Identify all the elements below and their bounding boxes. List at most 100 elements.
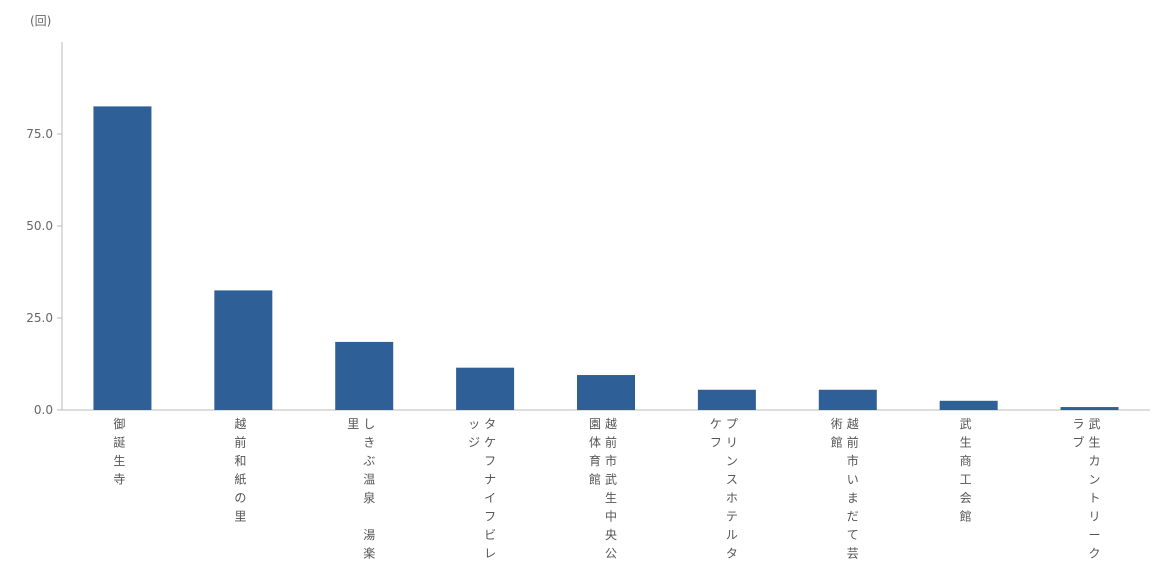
svg-text:越: 越 [605,417,617,431]
svg-text:湯: 湯 [363,528,375,542]
svg-text:前: 前 [847,435,859,450]
svg-text:公: 公 [605,547,617,561]
svg-text:紙: 紙 [234,472,246,487]
svg-text:央: 央 [605,528,617,542]
svg-text:生: 生 [960,436,972,450]
svg-text:芸: 芸 [847,547,859,561]
svg-text:工: 工 [960,473,972,487]
svg-text:ナ: ナ [484,473,496,487]
svg-text:中: 中 [605,509,617,524]
bar[interactable] [697,389,756,410]
svg-text:和: 和 [234,454,246,468]
svg-text:前: 前 [234,435,246,450]
svg-text:ブ: ブ [1073,435,1085,450]
svg-text:体: 体 [589,436,601,450]
svg-text:ス: ス [726,473,738,487]
svg-text:き: き [363,436,375,450]
bar[interactable] [818,389,877,410]
svg-text:里: 里 [234,510,246,524]
svg-text:会: 会 [960,491,972,505]
svg-text:カ: カ [1089,454,1101,468]
svg-text:武: 武 [960,417,972,431]
svg-text:ぶ: ぶ [363,454,375,468]
y-unit-label: (回) [30,14,51,28]
svg-text:ー: ー [1089,528,1101,542]
svg-text:の: の [234,491,246,505]
svg-text:フ: フ [484,510,496,524]
bar[interactable] [1060,407,1119,410]
svg-text:タ: タ [484,417,496,431]
bars-group [93,106,1119,411]
svg-text:ト: ト [1089,491,1101,505]
svg-text:ビ: ビ [484,528,496,542]
svg-text:館: 館 [960,509,972,524]
svg-text:ジ: ジ [468,436,480,450]
svg-text:里: 里 [347,417,359,431]
svg-text:ッ: ッ [468,417,480,431]
svg-text:園: 園 [589,417,601,431]
svg-text:生: 生 [113,454,125,468]
svg-text:ホ: ホ [726,491,738,505]
bar[interactable] [577,375,635,410]
bar[interactable] [456,367,515,410]
svg-text:ま: ま [847,491,859,505]
svg-text:い: い [847,473,859,487]
svg-text:誕: 誕 [113,436,125,450]
svg-text:館: 館 [831,435,843,450]
svg-text:前: 前 [605,435,617,450]
svg-text:ン: ン [726,454,738,468]
svg-text:生: 生 [1089,436,1101,450]
svg-text:武: 武 [1089,417,1101,431]
y-tick-label: 25.0 [26,311,53,325]
svg-text:越: 越 [234,417,246,431]
svg-text:市: 市 [847,453,859,468]
svg-text:テ: テ [726,510,738,524]
y-tick-label: 75.0 [26,127,53,141]
svg-text:楽: 楽 [363,547,375,561]
svg-text:フ: フ [710,436,722,450]
svg-text:レ: レ [484,547,496,561]
svg-text:イ: イ [484,491,496,505]
svg-text:ク: ク [1089,547,1101,561]
y-tick-label: 0.0 [34,403,53,417]
bar[interactable] [335,341,394,410]
svg-text:術: 術 [831,417,843,431]
bar[interactable] [939,400,998,410]
svg-text:ラ: ラ [1073,417,1085,431]
svg-text:越: 越 [847,417,859,431]
svg-text:商: 商 [960,453,972,468]
svg-text:プ: プ [726,417,738,431]
svg-text:御: 御 [113,416,125,431]
svg-text:だ: だ [847,510,859,524]
bar[interactable] [214,290,273,410]
svg-text:育: 育 [589,453,601,468]
svg-text:ル: ル [726,528,738,542]
svg-text:館: 館 [589,472,601,487]
svg-text:ケ: ケ [484,436,496,450]
svg-text:温: 温 [363,473,375,487]
svg-text:リ: リ [726,436,738,450]
svg-text:て: て [847,528,859,542]
svg-text:フ: フ [484,454,496,468]
svg-text:ン: ン [1089,473,1101,487]
y-axis-ticks: 0.0 25.0 50.0 75.0 [26,127,62,417]
svg-text:タ: タ [726,547,738,561]
svg-text:市: 市 [605,453,617,468]
svg-text:し: し [363,417,375,431]
bar[interactable] [93,106,152,411]
svg-text:リ: リ [1089,510,1101,524]
svg-text:武: 武 [605,473,617,487]
y-tick-label: 50.0 [26,219,53,233]
svg-text:ケ: ケ [710,417,722,431]
